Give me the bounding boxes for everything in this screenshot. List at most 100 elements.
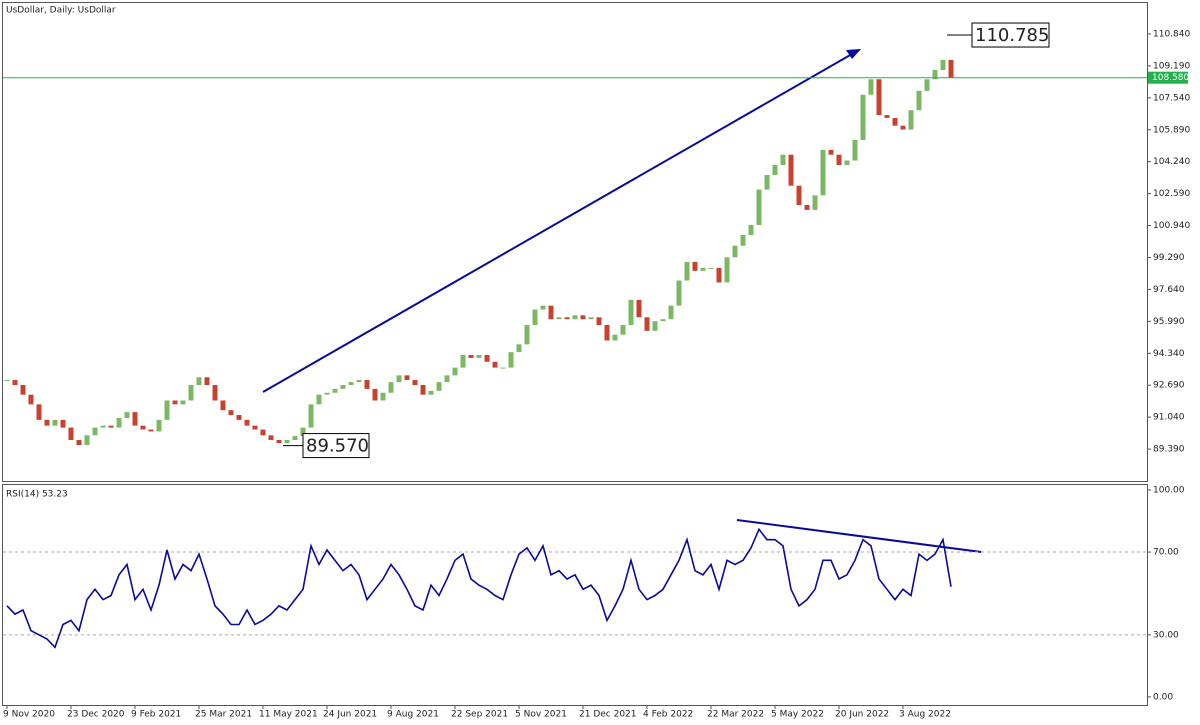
candle bbox=[932, 69, 938, 80]
candle bbox=[212, 385, 218, 401]
candle bbox=[820, 149, 826, 196]
candle bbox=[252, 425, 258, 430]
x-tick-label: 24 Jun 2021 bbox=[323, 710, 377, 720]
candle bbox=[828, 149, 834, 155]
candle bbox=[140, 425, 146, 430]
candle bbox=[124, 412, 130, 418]
candle bbox=[444, 375, 450, 383]
candle bbox=[380, 392, 386, 401]
candle bbox=[604, 325, 610, 341]
candle bbox=[668, 305, 674, 320]
candle bbox=[428, 390, 434, 395]
x-tick-label: 23 Dec 2020 bbox=[67, 710, 125, 720]
candle bbox=[44, 419, 50, 426]
candle bbox=[116, 417, 122, 428]
candle bbox=[492, 361, 498, 368]
y-tick-label: 110.840 bbox=[1153, 29, 1190, 39]
candle bbox=[596, 317, 602, 326]
x-tick-label: 25 Mar 2021 bbox=[195, 710, 252, 720]
candle bbox=[412, 379, 418, 386]
current-price-label: 108.580 bbox=[1152, 73, 1189, 83]
y-tick-label: 95.990 bbox=[1153, 317, 1185, 327]
rsi-trendline bbox=[736, 519, 982, 553]
candle bbox=[196, 377, 202, 386]
candle bbox=[836, 154, 842, 165]
candle bbox=[228, 410, 234, 416]
trend-arrow bbox=[262, 53, 853, 393]
candle bbox=[508, 352, 514, 368]
candle bbox=[580, 315, 586, 320]
y-tick-label: 94.340 bbox=[1153, 349, 1185, 359]
candle bbox=[84, 435, 90, 446]
candle bbox=[780, 154, 786, 165]
candle bbox=[372, 388, 378, 401]
candle bbox=[660, 319, 666, 322]
candle bbox=[420, 385, 426, 395]
y-tick-label: 92.690 bbox=[1153, 381, 1185, 391]
candle bbox=[564, 317, 570, 320]
candle bbox=[700, 267, 706, 271]
y-tick-label: 89.390 bbox=[1153, 445, 1185, 455]
rsi-title: RSI(14) 53.23 bbox=[6, 490, 68, 500]
candle bbox=[572, 315, 578, 320]
candle bbox=[708, 267, 714, 269]
candle bbox=[108, 425, 114, 428]
candle bbox=[92, 427, 98, 436]
y-tick-label: 100.00 bbox=[1153, 485, 1185, 495]
y-tick-label: 102.590 bbox=[1153, 189, 1190, 199]
y-tick-label: 99.290 bbox=[1153, 253, 1185, 263]
candle bbox=[260, 429, 266, 436]
candle bbox=[268, 435, 274, 440]
candle bbox=[948, 59, 954, 78]
candle bbox=[396, 375, 402, 383]
candle bbox=[4, 379, 10, 381]
candle bbox=[676, 280, 682, 306]
chart-title: UsDollar, Daily: UsDollar bbox=[6, 6, 116, 16]
candle bbox=[844, 160, 850, 165]
candle bbox=[764, 175, 770, 190]
candle bbox=[884, 115, 890, 118]
x-tick-label: 21 Dec 2021 bbox=[579, 710, 637, 720]
price-panel bbox=[2, 2, 1148, 482]
candle bbox=[276, 439, 282, 444]
candle bbox=[340, 385, 346, 389]
candle bbox=[692, 261, 698, 271]
candle bbox=[164, 400, 170, 420]
x-tick-label: 4 Feb 2022 bbox=[643, 710, 693, 720]
candle bbox=[484, 355, 490, 362]
rsi-panel bbox=[2, 484, 1148, 706]
candle bbox=[180, 400, 186, 405]
x-tick-label: 9 Nov 2020 bbox=[3, 710, 55, 720]
y-tick-label: 109.190 bbox=[1153, 61, 1190, 71]
y-tick-label: 105.890 bbox=[1153, 125, 1190, 135]
candle bbox=[356, 379, 362, 383]
current-price-tag bbox=[1148, 71, 1188, 84]
candle bbox=[284, 439, 290, 444]
annotation-label: 110.785 bbox=[975, 25, 1049, 46]
candle bbox=[644, 317, 650, 331]
candle bbox=[324, 392, 330, 395]
candle bbox=[788, 154, 794, 186]
candle bbox=[316, 394, 322, 405]
y-tick-label: 30.00 bbox=[1153, 630, 1179, 640]
candle bbox=[148, 429, 154, 432]
candle bbox=[516, 344, 522, 353]
candle bbox=[452, 367, 458, 376]
candle bbox=[812, 195, 818, 210]
candle bbox=[556, 317, 562, 320]
y-tick-label: 91.040 bbox=[1153, 413, 1185, 423]
candle bbox=[756, 189, 762, 225]
candle bbox=[868, 79, 874, 95]
candle bbox=[188, 385, 194, 401]
y-tick-label: 0.00 bbox=[1153, 692, 1173, 702]
candle bbox=[540, 305, 546, 310]
candle bbox=[476, 355, 482, 358]
candle bbox=[404, 375, 410, 380]
x-tick-label: 22 Sep 2021 bbox=[451, 710, 508, 720]
candle bbox=[68, 427, 74, 440]
candle bbox=[924, 79, 930, 91]
candle bbox=[348, 382, 354, 386]
candle bbox=[292, 436, 298, 440]
